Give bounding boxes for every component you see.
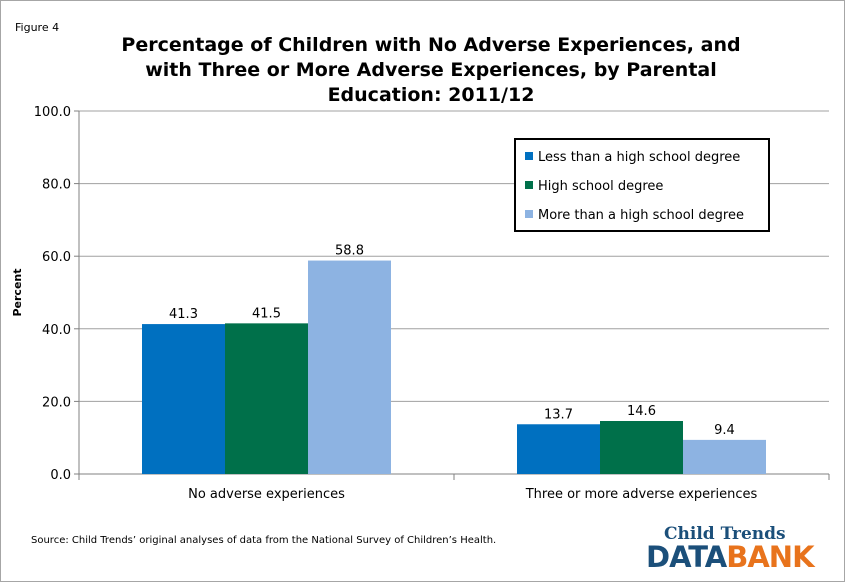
bars [142, 260, 766, 474]
logo-bank-text: BANK [726, 540, 814, 574]
legend-label: More than a high school degree [538, 208, 744, 223]
data-label: 14.6 [627, 404, 656, 419]
y-tick-label: 0.0 [50, 468, 71, 483]
legend-swatch [525, 210, 533, 218]
bar [600, 421, 683, 474]
data-labels: 41.3 41.5 58.8 13.7 14.6 9.4 [169, 244, 735, 438]
y-tick-label: 100.0 [34, 105, 71, 120]
bar [142, 324, 225, 474]
tick-labels: 0.0 20.0 40.0 60.0 80.0 100.0 Percent No advers… [11, 105, 758, 502]
legend-label: Less than a high school degree [538, 150, 740, 165]
bar [683, 439, 766, 474]
logo-data-text: DATA [646, 540, 727, 574]
logo-bottom-text: DATABANK [646, 540, 815, 574]
bar [225, 323, 308, 474]
logo-top-text: Child Trends [664, 524, 786, 544]
legend: Less than a high school degree High schoo… [514, 138, 770, 232]
bar [308, 260, 391, 474]
data-label: 13.7 [544, 407, 573, 422]
source-note: Source: Child Trends’ original analyses … [31, 535, 497, 546]
data-label: 9.4 [714, 423, 735, 438]
y-axis-title: Percent [11, 268, 24, 316]
legend-swatch [525, 181, 533, 189]
bar [517, 424, 600, 474]
legend-swatch [525, 152, 533, 160]
legend-box [514, 138, 770, 232]
x-tick-label: No adverse experiences [188, 487, 345, 502]
y-tick-label: 40.0 [42, 323, 71, 338]
data-label: 41.3 [169, 307, 198, 322]
chart-title: Percentage of Children with No Adverse E… [121, 34, 741, 106]
data-label: 41.5 [252, 306, 281, 321]
y-tick-label: 60.0 [42, 250, 71, 265]
x-tick-label: Three or more adverse experiences [525, 487, 758, 502]
legend-label: High school degree [538, 179, 663, 194]
y-tick-label: 80.0 [42, 178, 71, 193]
y-tick-label: 20.0 [42, 395, 71, 410]
figure-label: Figure 4 [15, 21, 60, 34]
data-label: 58.8 [335, 244, 364, 259]
databank-logo: Child Trends DATABANK [646, 524, 836, 574]
